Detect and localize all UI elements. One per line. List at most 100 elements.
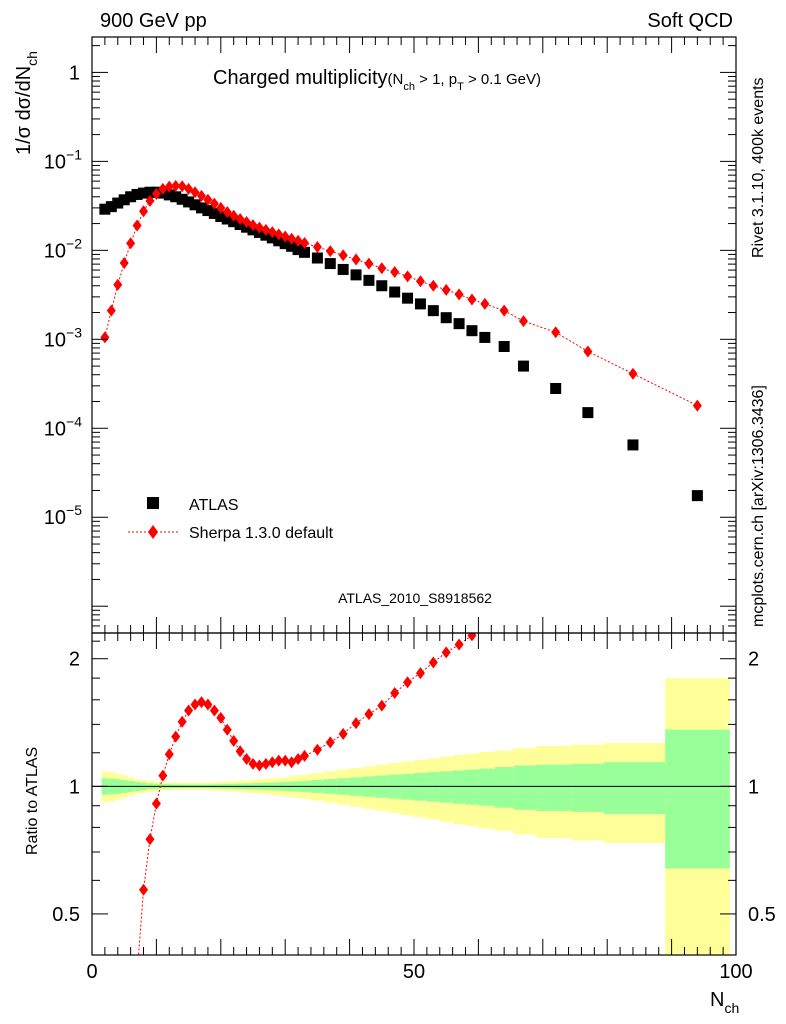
ratio-point: [133, 968, 142, 980]
sherpa-point: [403, 270, 413, 283]
inner-band-bin: [439, 771, 453, 803]
analysis-watermark: ATLAS_2010_S8918562: [338, 590, 492, 606]
sherpa-point: [261, 223, 271, 236]
atlas-point: [324, 258, 336, 270]
sherpa-point: [171, 179, 181, 192]
ratio-point: [254, 759, 264, 772]
sherpa-point: [151, 187, 161, 200]
inner-band-bin: [452, 770, 466, 804]
ticklabel-base: 10: [44, 240, 66, 262]
atlas-point: [189, 199, 201, 211]
atlas-point: [299, 246, 311, 258]
ticklabel-base: 10: [44, 418, 66, 440]
sherpa-point: [415, 275, 425, 288]
atlas-point: [279, 238, 291, 250]
sherpa-point: [325, 245, 335, 258]
inner-band-bin: [603, 762, 666, 815]
ratio-point: [216, 711, 226, 724]
ratio-line: [138, 635, 473, 955]
ratio-point: [364, 708, 374, 721]
sherpa-point: [145, 194, 155, 207]
main-y-ticklabel: 10−4: [44, 413, 82, 440]
atlas-point: [337, 263, 349, 275]
atlas-point: [427, 305, 439, 317]
sherpa-point: [196, 189, 206, 202]
ratio-point: [158, 769, 168, 782]
header-left: 900 GeV pp: [100, 10, 207, 32]
main-series: [99, 179, 703, 502]
ratio-point: [222, 723, 232, 736]
plot-title-main: Charged multiplicity: [213, 67, 388, 89]
atlas-point: [170, 191, 182, 203]
atlas-point: [202, 205, 214, 217]
atlas-point: [440, 312, 452, 324]
ticklabel-exp: −4: [66, 413, 82, 429]
inner-band-bin: [465, 769, 479, 805]
plot-title-cut-sub2: T: [457, 81, 464, 93]
atlas-point: [99, 203, 111, 215]
ratio-xlabel-text: N: [710, 989, 724, 1011]
atlas-point: [215, 211, 227, 223]
sherpa-point: [254, 221, 264, 234]
atlas-point: [144, 186, 156, 198]
ratio-point: [377, 699, 387, 712]
sherpa-point: [338, 249, 348, 262]
sherpa-point: [100, 331, 110, 344]
sherpa-point: [190, 186, 200, 199]
sherpa-point: [158, 182, 168, 195]
sherpa-point: [441, 283, 451, 296]
legend: ATLAS Sherpa 1.3.0 default: [128, 497, 334, 542]
ratio-point: [235, 745, 245, 758]
atlas-point: [273, 235, 285, 247]
uncertainty-bands: [101, 678, 730, 955]
plot-title-cut-open: (N: [388, 71, 404, 88]
atlas-point: [221, 213, 233, 225]
atlas-point: [414, 298, 426, 310]
ratio-xlabel: Nch: [710, 989, 739, 1016]
ratio-series: [133, 633, 477, 980]
plot-title-cut-mid: > 1, p: [415, 71, 457, 88]
atlas-point: [138, 187, 150, 199]
ticklabel-base: 10: [44, 329, 66, 351]
atlas-point: [208, 207, 220, 219]
ratio-y-ticklabel-right: 0.5: [748, 904, 776, 926]
ratio-y-ticklabel-right: 1: [748, 776, 759, 798]
main-frame: [91, 36, 737, 634]
inner-band-bin: [536, 764, 573, 811]
atlas-point: [466, 325, 478, 337]
sherpa-point: [628, 367, 638, 380]
plot-title-cut-close: > 0.1 GeV): [464, 71, 541, 88]
main-y-ticklabel: 1: [69, 62, 80, 84]
ratio-point: [454, 638, 464, 651]
ratio-y-ticklabel-left: 1: [69, 776, 80, 798]
ratio-point: [390, 687, 400, 700]
ratio-point: [171, 730, 181, 743]
plot-title: Charged multiplicity(Nch > 1, pT > 0.1 G…: [213, 67, 541, 93]
atlas-point: [131, 188, 143, 200]
ratio-point: [428, 656, 438, 669]
atlas-point: [517, 360, 529, 372]
sherpa-point: [113, 278, 123, 291]
sherpa-point: [499, 304, 509, 317]
ratio-y-ticklabel-right: 2: [748, 649, 759, 671]
atlas-point: [376, 280, 388, 292]
legend-sherpa-marker: [148, 525, 158, 539]
sherpa-point: [203, 193, 213, 206]
ratio-point: [441, 646, 451, 659]
ratio-point: [203, 698, 213, 711]
ratio-point: [209, 704, 219, 717]
header-right: Soft QCD: [647, 10, 733, 32]
sherpa-point: [390, 266, 400, 279]
ticklabel-exp: −5: [66, 502, 82, 518]
ratio-point: [267, 756, 277, 769]
atlas-point: [118, 194, 130, 206]
sherpa-point: [280, 230, 290, 243]
inner-band-bin: [494, 767, 515, 808]
legend-sherpa-label: Sherpa 1.3.0 default: [189, 525, 334, 542]
atlas-point: [498, 341, 510, 353]
inner-band-bin: [665, 729, 730, 869]
main-y-ticklabel: 10−3: [44, 324, 82, 351]
ratio-point: [312, 743, 322, 756]
atlas-point: [389, 286, 401, 298]
plot-title-cut-sub1: ch: [403, 81, 415, 93]
